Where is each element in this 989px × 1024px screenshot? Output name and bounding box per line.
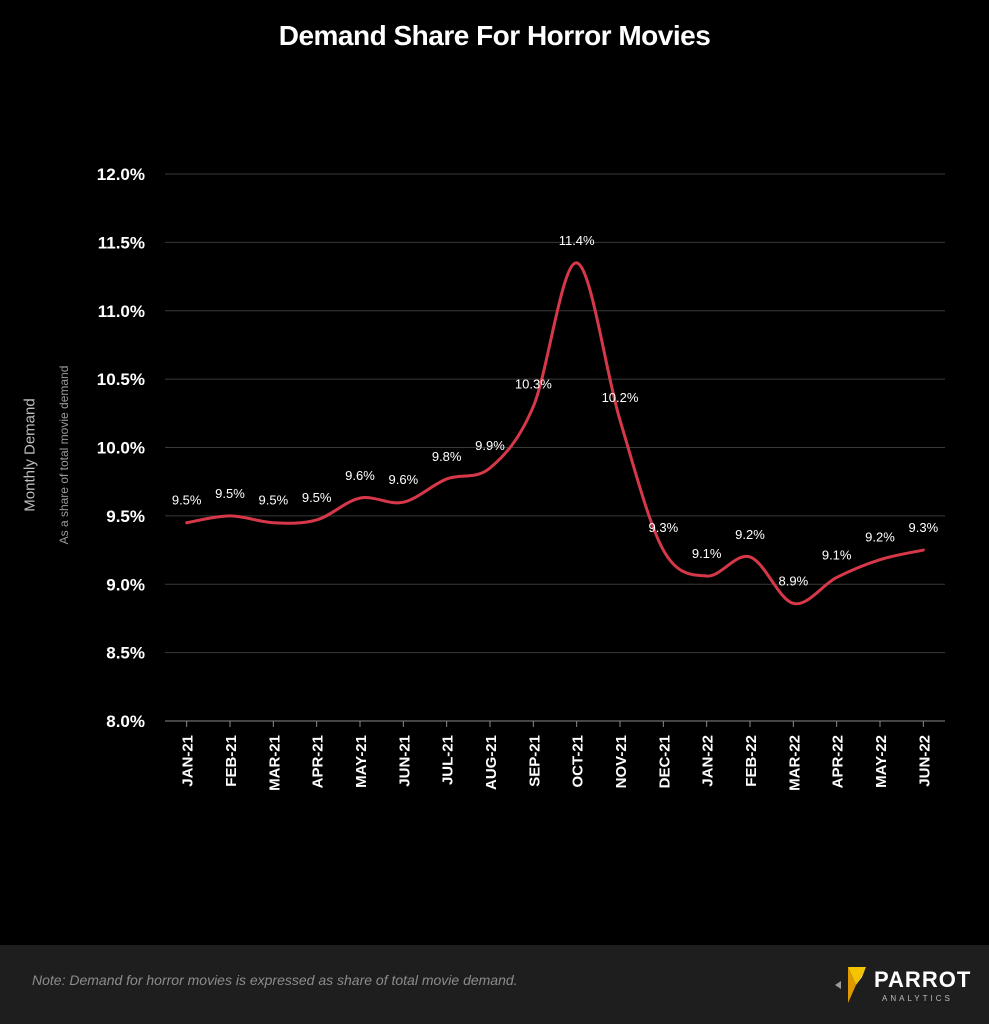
y-tick-label: 11.0%	[98, 302, 145, 321]
line-chart: 8.0% 8.5% 9.0% 9.5% 10.0% 10.5% 11.0% 11.5% 12.0…	[97, 165, 945, 791]
x-tick-label: MAY-21	[353, 735, 370, 788]
y-tick-label: 10.5%	[97, 370, 145, 389]
logo-wordmark: PARROT	[874, 967, 972, 992]
data-label: 9.5%	[259, 493, 289, 508]
data-label: 9.9%	[475, 438, 505, 453]
data-label: 9.5%	[172, 493, 202, 508]
y-tick-label: 12.0%	[97, 165, 145, 184]
footer-note: Note: Demand for horror movies is expres…	[32, 972, 518, 988]
x-tick-label: JAN-22	[700, 735, 717, 787]
data-label: 9.1%	[692, 546, 722, 561]
x-tick-label: SEP-21	[526, 735, 543, 787]
data-label: 11.4%	[559, 233, 595, 248]
footer-bar: Note: Demand for horror movies is expres…	[0, 945, 989, 1024]
data-labels: 9.5% 9.5% 9.5% 9.5% 9.6% 9.6% 9.8% 9.9% 10.3% 11.…	[172, 233, 939, 589]
x-tick-label: JUL-21	[440, 735, 457, 785]
y-tick-labels: 8.0% 8.5% 9.0% 9.5% 10.0% 10.5% 11.0% 11.5% 12.0…	[97, 165, 145, 731]
data-label: 9.2%	[865, 530, 895, 545]
x-tick-label: FEB-22	[743, 735, 760, 787]
grid-lines	[165, 173, 945, 727]
x-tick-label: NOV-21	[613, 735, 630, 788]
x-tick-labels: JAN-21 FEB-21 MAR-21 APR-21 MAY-21 JUN-21 JUL-…	[180, 735, 934, 791]
x-tick-label: OCT-21	[570, 735, 587, 788]
data-label: 9.1%	[822, 547, 852, 562]
x-tick-label: APR-21	[310, 735, 327, 788]
data-label: 9.5%	[215, 486, 245, 501]
y-tick-label: 9.5%	[106, 507, 145, 526]
parrot-logo-icon	[835, 967, 866, 1003]
data-label: 9.2%	[735, 527, 765, 542]
series-line	[185, 261, 925, 606]
chart-title: Demand Share For Horror Movies	[278, 20, 711, 51]
x-tick-label: MAR-21	[266, 735, 283, 791]
y-tick-label: 8.5%	[106, 644, 145, 663]
data-label: 10.3%	[515, 376, 552, 391]
data-label: 10.2%	[602, 390, 639, 405]
data-label: 9.5%	[302, 490, 332, 505]
y-tick-label: 10.0%	[97, 439, 145, 458]
y-tick-label: 11.5%	[98, 233, 145, 252]
x-tick-label: AUG-21	[483, 735, 500, 790]
y-tick-label: 9.0%	[106, 575, 145, 594]
data-label: 9.3%	[649, 520, 679, 535]
data-label: 9.3%	[909, 520, 939, 535]
x-tick-label: JUN-22	[916, 735, 933, 787]
x-tick-label: DEC-21	[656, 735, 673, 788]
logo-subtext: ANALYTICS	[882, 994, 953, 1003]
x-tick-label: MAY-22	[873, 735, 890, 788]
x-tick-label: MAR-22	[786, 735, 803, 791]
data-label: 9.6%	[389, 472, 419, 487]
x-tick-label: APR-22	[830, 735, 847, 788]
data-label: 9.6%	[345, 468, 375, 483]
y-tick-label: 8.0%	[106, 712, 145, 731]
data-label: 9.8%	[432, 449, 462, 464]
x-tick-label: JAN-21	[180, 735, 197, 787]
x-tick-label: FEB-21	[223, 735, 240, 787]
data-label: 8.9%	[779, 573, 809, 588]
x-tick-label: JUN-21	[396, 735, 413, 787]
parrot-analytics-logo: PARROT ANALYTICS	[832, 963, 972, 1007]
